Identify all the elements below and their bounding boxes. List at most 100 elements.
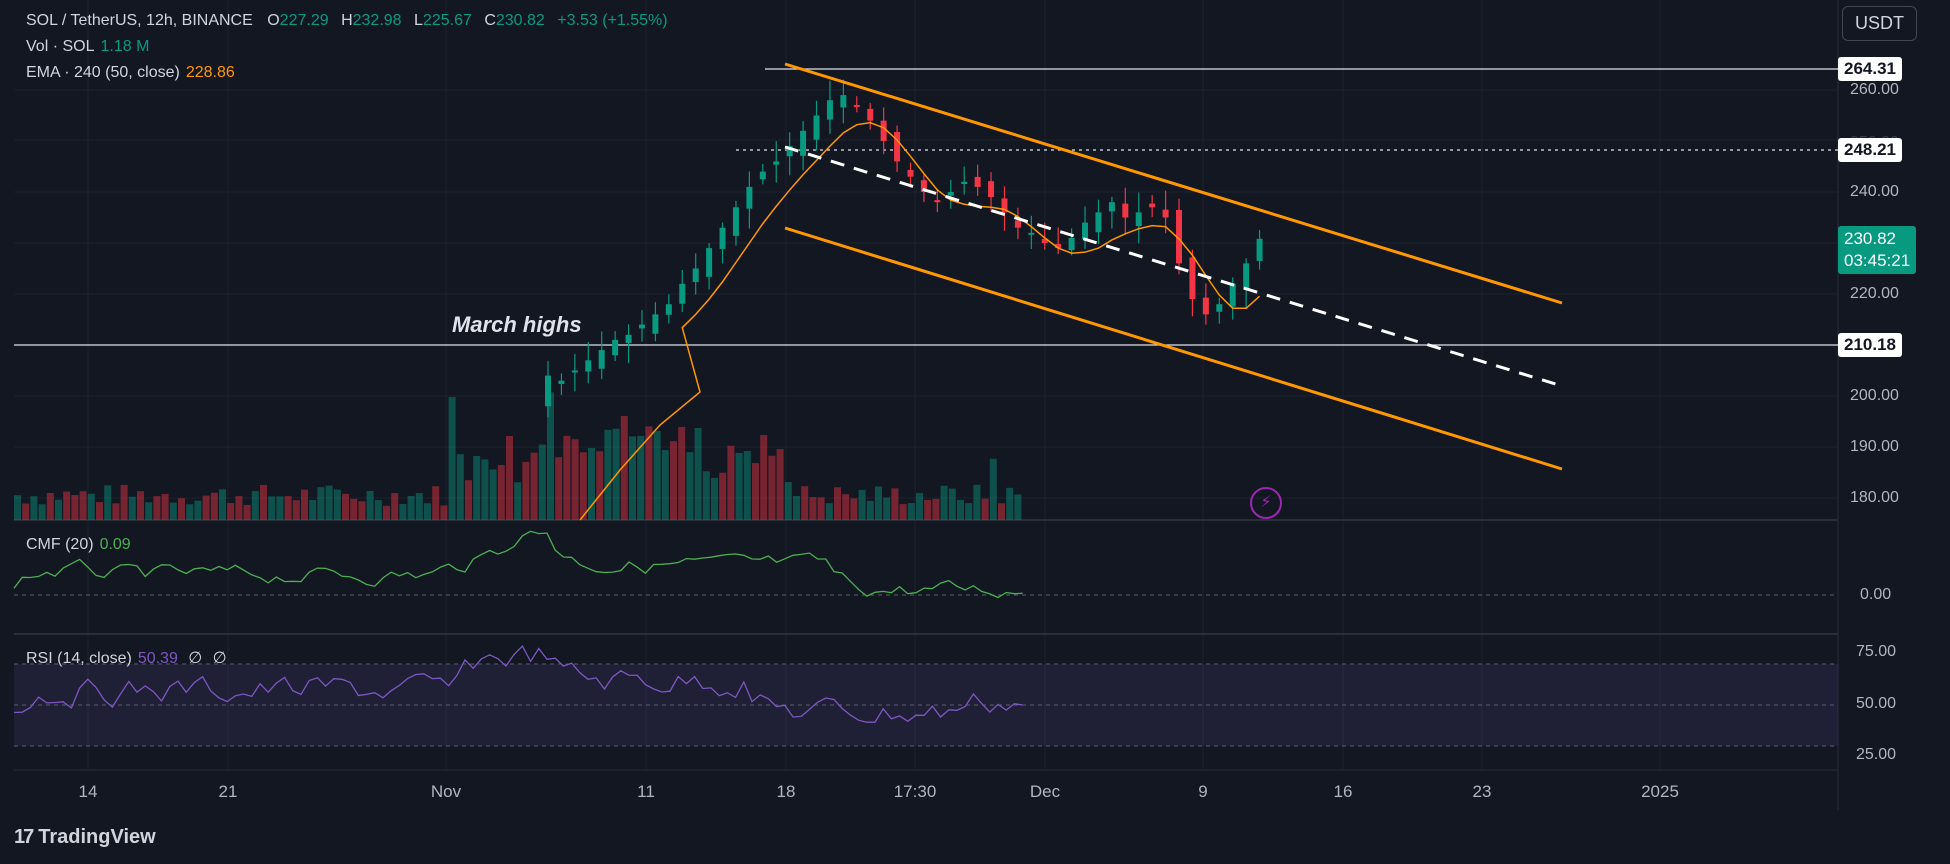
time-tick: 14 (78, 782, 98, 801)
time-tick: 2025 (1641, 782, 1679, 801)
volume-bar (87, 493, 95, 520)
price-tick: 220.00 (1850, 285, 1899, 302)
volume-bar (112, 503, 120, 520)
volume-bar (588, 448, 595, 520)
candle-body (1176, 210, 1183, 264)
volume-bar (661, 450, 669, 520)
level-tag-210: 210.18 (1838, 333, 1902, 357)
volume-bar (784, 482, 792, 520)
candle-body (1055, 243, 1062, 249)
volume-bar (202, 495, 210, 520)
volume-bar (891, 488, 899, 520)
level-tag-248: 248.21 (1838, 138, 1902, 162)
volume-bar (883, 497, 891, 520)
candle-body (598, 350, 605, 369)
volume-bar (907, 503, 915, 520)
candle-body (974, 176, 981, 187)
candle-body (679, 283, 686, 304)
volume-bar (309, 500, 317, 520)
price-tick: 240.00 (1850, 183, 1899, 200)
candle-body (880, 120, 887, 141)
volume-bar (670, 441, 677, 520)
candle-body (1189, 257, 1196, 300)
volume-bar (46, 493, 54, 520)
volume-bar (440, 505, 448, 520)
close-label: C (484, 12, 496, 29)
time-tick: 17:30 (893, 782, 937, 801)
price-tick: 180.00 (1850, 489, 1899, 506)
candle-body (853, 105, 860, 108)
level-tag-264: 264.31 (1838, 57, 1902, 81)
volume-bar (194, 500, 202, 520)
tradingview-brand[interactable]: 17 TradingView (14, 826, 156, 849)
ema-line (579, 121, 1261, 521)
volume-bar (743, 451, 751, 520)
cmf-legend: CMF (20) 0.09 (26, 536, 131, 554)
legend-volume: Vol · SOL 1.18 M (26, 38, 149, 56)
volume-bar (965, 503, 973, 520)
volume-bar (694, 428, 702, 520)
time-tick: 9 (1198, 782, 1208, 801)
volume-bar (325, 485, 333, 520)
volume-bar (153, 496, 161, 520)
ema-label: EMA · 240 (50, close) (26, 64, 180, 81)
volume-bar (465, 480, 472, 520)
candle-body (867, 108, 874, 121)
candle-body (907, 169, 914, 177)
candle-body (786, 146, 793, 157)
candle-body (1122, 203, 1129, 218)
last-price-tag: 230.82 03:45:21 (1838, 226, 1917, 274)
volume-bar (128, 496, 136, 520)
cmf-label: CMF (20) (26, 536, 94, 553)
candle-body (813, 115, 820, 140)
volume-bar (432, 486, 440, 520)
time-tick: 23 (1472, 782, 1492, 801)
volume-bar (63, 491, 71, 520)
candle-body (706, 248, 713, 277)
volume-value: 1.18 M (100, 38, 150, 55)
volume-bar (875, 486, 882, 520)
rsi-label: RSI (14, close) (26, 650, 132, 667)
open-value: 227.29 (279, 12, 329, 29)
volume-bar (407, 495, 415, 520)
legend-ema: EMA · 240 (50, close) 228.86 (26, 64, 235, 82)
volume-bar (284, 496, 292, 520)
volume-bar (834, 487, 841, 520)
candle-body (759, 171, 766, 180)
volume-bar (424, 503, 431, 520)
last-price: 230.82 (1844, 229, 1896, 248)
volume-bar (169, 502, 177, 520)
close-value: 230.82 (495, 12, 545, 29)
candle-body (920, 180, 927, 192)
volume-bar (719, 472, 727, 520)
volume-bar (456, 454, 464, 520)
volume-bar (481, 459, 489, 520)
volume-bar (637, 435, 645, 520)
candle-body (665, 304, 672, 315)
rsi-legend: RSI (14, close) 50.39 ∅ ∅ (26, 648, 227, 668)
volume-bar (973, 484, 981, 520)
volume-bar (96, 502, 103, 520)
lightning-icon[interactable]: ⚡ (1250, 487, 1282, 519)
volume-bar (489, 469, 497, 520)
volume-bar (620, 415, 628, 520)
candle-body (638, 324, 645, 329)
candle-body (1135, 212, 1142, 226)
currency-button[interactable]: USDT (1842, 6, 1917, 41)
volume-bar (801, 486, 809, 520)
candle-body (652, 314, 659, 334)
volume-bar (940, 485, 948, 520)
candle-body (840, 95, 847, 108)
volume-bar (210, 492, 218, 520)
candle-body (1216, 304, 1223, 312)
volume-bar (899, 504, 907, 520)
candle-body (947, 192, 954, 196)
volume-bar (555, 457, 563, 520)
volume-bar (793, 495, 800, 520)
price-tick: 190.00 (1850, 438, 1899, 455)
volume-bar (981, 498, 989, 520)
candle-body (988, 181, 995, 198)
volume-bar (120, 484, 128, 520)
volume-bar (924, 499, 932, 520)
